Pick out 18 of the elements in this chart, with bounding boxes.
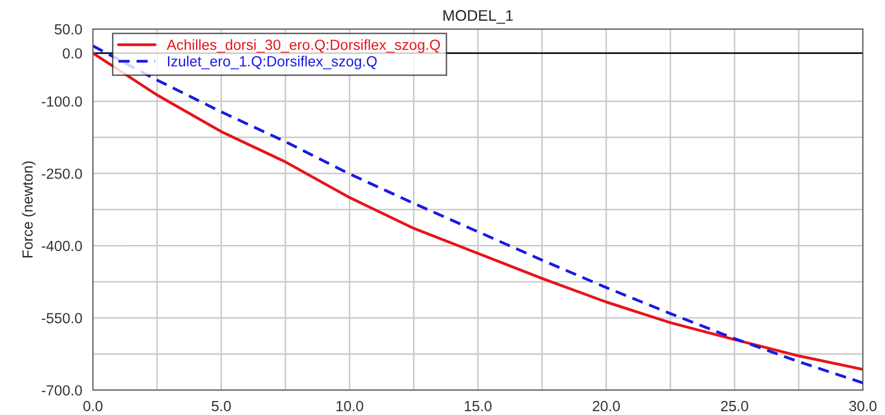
x-tick-label: 10.0 bbox=[336, 400, 364, 412]
y-tick-label: 50.0 bbox=[54, 24, 82, 34]
x-tick-label: 0.0 bbox=[83, 400, 102, 412]
y-tick-label: -400.0 bbox=[42, 240, 82, 252]
y-tick-label: -700.0 bbox=[42, 385, 82, 396]
y-axis-title: Force (newton) bbox=[22, 161, 36, 258]
y-tick-label: 0.0 bbox=[62, 48, 82, 59]
chart-title: MODEL_1 bbox=[443, 10, 513, 24]
legend-label: Achilles_dorsi_30_ero.Q:Dorsiflex_szog.Q bbox=[166, 39, 440, 53]
x-tick-label: 5.0 bbox=[212, 400, 231, 412]
x-tick-label: 20.0 bbox=[592, 400, 620, 412]
y-tick-label: -550.0 bbox=[42, 312, 82, 324]
y-tick-label: -100.0 bbox=[42, 96, 82, 107]
x-tick-label: 25.0 bbox=[721, 400, 748, 412]
x-tick-label: 15.0 bbox=[464, 400, 492, 412]
x-tick-label: 30.0 bbox=[849, 400, 876, 412]
y-tick-label: -250.0 bbox=[42, 168, 82, 179]
legend-label: Izulet_ero_1.Q:Dorsiflex_szog.Q bbox=[168, 56, 377, 70]
